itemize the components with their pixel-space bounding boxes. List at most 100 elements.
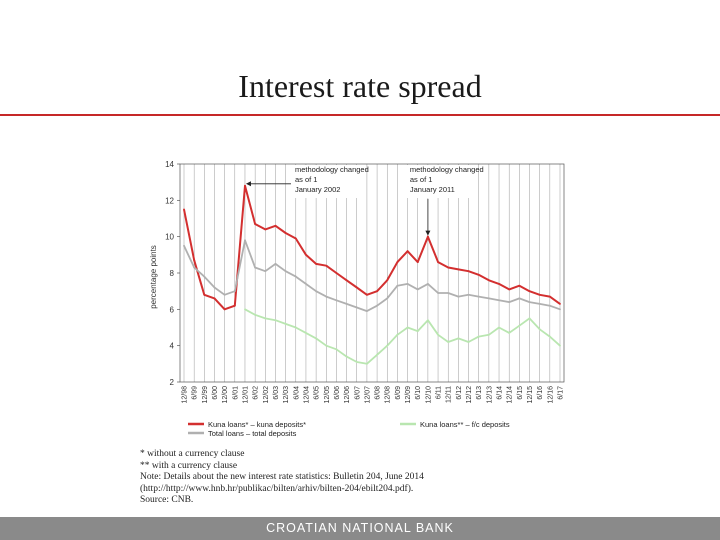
footer-bar: CROATIAN NATIONAL BANK (0, 517, 720, 540)
data-point-fx-spread (264, 317, 267, 320)
data-point-fx-spread (487, 333, 490, 336)
data-point-total-spread (508, 301, 511, 303)
data-point-fx-spread (335, 348, 338, 351)
data-point-total-spread (203, 275, 206, 278)
x-tick-label: 12/06 (344, 386, 351, 404)
data-point-total-spread (305, 283, 307, 285)
data-point-kuna-spread (233, 304, 236, 307)
data-point-total-spread (366, 310, 368, 313)
x-tick-label: 6/13 (476, 386, 483, 400)
x-tick-label: 6/02 (253, 386, 260, 400)
data-point-total-spread (193, 266, 196, 269)
data-point-total-spread (244, 239, 246, 242)
data-point-total-spread (274, 263, 277, 265)
data-point-kuna-spread (284, 232, 287, 234)
data-point-kuna-spread (315, 263, 318, 265)
annotation-label: January 2002 (295, 185, 340, 194)
x-tick-label: 6/15 (517, 386, 524, 400)
data-point-total-spread (213, 286, 216, 289)
data-point-kuna-spread (528, 290, 531, 293)
x-tick-label: 12/99 (202, 386, 209, 404)
data-point-fx-spread (386, 344, 389, 347)
x-tick-label: 12/04 (303, 386, 310, 404)
x-tick-label: 6/01 (232, 386, 239, 400)
interest-rate-spread-chart: 2 4 6 8 10 12 14 percentage points 12/98 6/99 12/9… (149, 160, 565, 438)
data-point-kuna-spread (274, 224, 277, 227)
note-without-currency-clause: * without a currency clause (140, 449, 245, 459)
x-tick-label: 12/02 (263, 386, 270, 404)
y-tick-label: 10 (165, 233, 174, 242)
data-point-total-spread (467, 293, 470, 296)
data-point-total-spread (386, 297, 389, 300)
data-point-kuna-spread (518, 284, 521, 287)
x-tick-label: 12/08 (385, 386, 392, 404)
note-link: (http://http://www.hnb.hr/publikac/bilte… (140, 483, 414, 494)
legend-label-fx-spread: Kuna loans** – f/c deposits (420, 420, 510, 429)
x-tick-label: 12/14 (507, 386, 514, 404)
x-tick-label: 12/98 (182, 386, 189, 404)
data-point-total-spread (335, 299, 338, 302)
data-point-kuna-spread (183, 208, 185, 211)
data-point-kuna-spread (437, 261, 439, 263)
data-point-fx-spread (294, 326, 297, 329)
data-point-fx-spread (345, 355, 348, 358)
data-point-kuna-spread (538, 293, 541, 296)
x-tick-label: 12/00 (222, 386, 229, 404)
annotation-label: January 2011 (410, 185, 455, 194)
x-tick-label: 12/09 (405, 386, 412, 404)
x-tick-label: 12/16 (547, 386, 554, 404)
x-tick-label: 6/17 (558, 386, 565, 400)
x-tick-label: 12/03 (283, 386, 290, 404)
data-point-fx-spread (528, 317, 531, 320)
x-tick-label: 6/09 (395, 386, 402, 400)
data-point-total-spread (183, 244, 185, 247)
x-tick-label: 6/05 (314, 386, 321, 400)
data-point-total-spread (518, 297, 521, 300)
data-point-fx-spread (406, 326, 409, 329)
data-point-kuna-spread (416, 261, 419, 263)
data-point-total-spread (315, 290, 318, 293)
x-tick-label: 6/07 (354, 386, 361, 400)
data-point-kuna-spread (508, 288, 511, 291)
data-point-kuna-spread (406, 250, 409, 253)
x-tick-label: 12/12 (466, 386, 473, 404)
annotation-box (405, 165, 474, 198)
data-point-kuna-spread (254, 223, 257, 225)
y-tick-label: 12 (165, 196, 174, 205)
data-point-kuna-spread (396, 261, 399, 263)
data-point-fx-spread (457, 337, 460, 340)
annotation-arrowhead (245, 181, 251, 187)
data-point-total-spread (457, 295, 460, 298)
data-point-total-spread (548, 304, 551, 307)
series-line-total-spread (183, 239, 561, 313)
chart-notes: * without a currency clause ** with a cu… (140, 449, 580, 507)
data-point-kuna-spread (335, 272, 338, 274)
data-point-fx-spread (305, 332, 307, 334)
y-tick-label: 6 (170, 305, 175, 314)
note-details: Note: Details about the new interest rat… (140, 472, 424, 482)
data-point-kuna-spread (548, 295, 551, 298)
data-point-fx-spread (244, 308, 246, 311)
data-point-fx-spread (426, 319, 429, 322)
data-point-fx-spread (548, 335, 551, 338)
data-point-fx-spread (538, 328, 541, 331)
x-tick-label: 6/11 (436, 386, 443, 399)
x-tick-label: 12/15 (527, 386, 534, 404)
legend-label-total-spread: Total loans – total deposits (208, 429, 297, 438)
data-point-total-spread (223, 293, 226, 296)
data-point-fx-spread (396, 333, 399, 336)
data-point-kuna-spread (386, 279, 389, 282)
data-point-kuna-spread (559, 302, 561, 305)
data-point-fx-spread (508, 332, 511, 334)
data-point-kuna-spread (193, 259, 196, 262)
data-point-fx-spread (355, 361, 358, 363)
data-point-kuna-spread (498, 283, 500, 285)
x-tick-label: 6/16 (537, 386, 544, 400)
annotation-label: methodology changed (295, 165, 369, 174)
data-point-fx-spread (274, 319, 277, 322)
data-point-kuna-spread (203, 293, 206, 296)
data-point-fx-spread (416, 330, 419, 333)
x-tick-label: 6/99 (192, 386, 199, 400)
x-tick-label: 12/01 (242, 386, 249, 404)
data-point-fx-spread (366, 362, 368, 365)
